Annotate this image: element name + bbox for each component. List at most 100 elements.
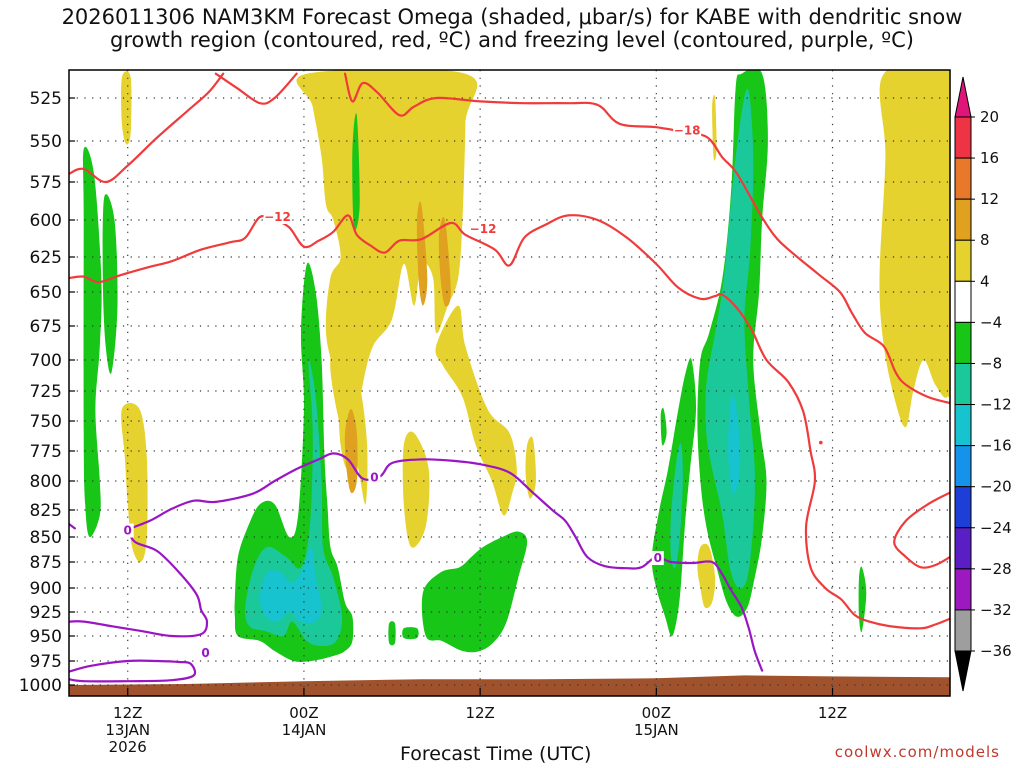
contour-labels: −18 −12 −12 0 0 0 0 xyxy=(121,123,702,660)
colorbar-label-2: 12 xyxy=(980,190,999,208)
omega-region-14 xyxy=(82,146,102,538)
contour-lines xyxy=(69,72,950,683)
omega-region-16 xyxy=(352,113,360,231)
colorbar-over-arrow xyxy=(954,76,972,118)
colorbar-bin-9 xyxy=(954,486,972,529)
omega-region-13 xyxy=(438,216,451,307)
x-tick-label-54-0: 12Z xyxy=(818,704,847,722)
contour-label-0-2: −12 xyxy=(470,222,497,236)
contour-label-bg-1-1 xyxy=(368,470,381,485)
contour-0-4 xyxy=(893,491,950,569)
omega-region-20 xyxy=(402,627,419,640)
colorbar-label-0: 20 xyxy=(980,108,999,126)
omega-region-9 xyxy=(879,70,950,428)
omega-region-15 xyxy=(102,194,118,374)
colorbar-under-arrow xyxy=(954,650,972,692)
y-tick-label-675: 675 xyxy=(30,317,62,337)
colorbar-bin-8 xyxy=(954,445,972,488)
plot-frame xyxy=(68,69,951,697)
grid-lines xyxy=(69,70,950,696)
y-tick-label-975: 975 xyxy=(30,652,62,672)
omega-region-19 xyxy=(388,621,396,646)
terrain-fill xyxy=(69,675,950,696)
title-line-2: growth region (contoured, red, ºC) and f… xyxy=(110,28,914,52)
contour-label-bg-0-1 xyxy=(263,209,292,224)
colorbar-bin-0 xyxy=(954,116,972,159)
x-tick-label-42-0: 00Z xyxy=(642,704,671,722)
y-tick-label-600: 600 xyxy=(30,211,62,231)
contour-label-bg-1-3 xyxy=(199,646,212,660)
omega-region-30 xyxy=(728,394,741,494)
colorbar-label-11: −28 xyxy=(980,560,1012,578)
y-tick-label-925: 925 xyxy=(30,603,62,623)
contour-label-0-0: −18 xyxy=(674,124,701,138)
y-tick-label-725: 725 xyxy=(30,382,62,402)
omega-region-12 xyxy=(416,201,428,306)
y-tick-label-525: 525 xyxy=(30,89,62,109)
y-tick-label-900: 900 xyxy=(30,579,62,599)
y-tick-label-750: 750 xyxy=(30,412,62,432)
y-tick-label-825: 825 xyxy=(30,501,62,521)
colorbar-label-10: −24 xyxy=(980,519,1012,537)
colorbar-bin-4 xyxy=(954,280,972,323)
y-tick-label-1000: 1000 xyxy=(19,676,62,696)
y-tick-label-950: 950 xyxy=(30,627,62,647)
omega-region-4 xyxy=(402,431,430,548)
colorbar: 20 16 12 8 4 −4 −8 −12 −16 −20 −24 −28 −32 −36 xyxy=(954,76,1012,692)
colorbar-bin-3 xyxy=(954,239,972,282)
contour-label-1-3: 0 xyxy=(201,646,209,660)
omega-region-28 xyxy=(705,88,755,589)
contour-label-0-1: −12 xyxy=(264,210,291,224)
terrain-surface xyxy=(69,675,950,696)
colorbar-bin-7 xyxy=(954,404,972,447)
omega-region-21 xyxy=(437,609,452,639)
contour-label-1-1: 0 xyxy=(370,470,378,484)
x-tick-label-18-0: 00Z xyxy=(289,704,318,722)
chart-title: 2026011306 NAM3KM Forecast Omega (shaded… xyxy=(0,6,1024,52)
contour-0-0 xyxy=(69,72,225,184)
colorbar-label-12: −32 xyxy=(980,601,1012,619)
x-tick-label-6-2: 2026 xyxy=(109,738,147,756)
colorbar-label-6: −8 xyxy=(980,354,1002,372)
omega-region-10 xyxy=(712,94,717,161)
y-tick-label-800: 800 xyxy=(30,472,62,492)
omega-region-25 xyxy=(858,566,867,633)
contour-1-1 xyxy=(126,452,764,672)
colorbar-bin-2 xyxy=(954,198,972,241)
x-tick-label-18-1: 14JAN xyxy=(282,721,327,739)
colorbar-bin-10 xyxy=(954,527,972,570)
y-tick-label-775: 775 xyxy=(30,442,62,462)
omega-region-18 xyxy=(421,531,528,653)
omega-region-6 xyxy=(525,436,536,499)
omega-region-29 xyxy=(259,546,322,624)
omega-region-27 xyxy=(670,443,683,569)
y-tick-label-650: 650 xyxy=(30,283,62,303)
colorbar-label-13: −36 xyxy=(980,642,1012,660)
omega-shading xyxy=(82,70,950,662)
y-axis: 525 550 575 600 625 650 675 700 725 750 775 800 825 8… xyxy=(19,89,75,696)
contour-label-bg-0-2 xyxy=(469,221,498,236)
credit-link[interactable]: coolwx.com/models xyxy=(834,743,1000,761)
colorbar-bin-1 xyxy=(954,157,972,200)
contour-0-2 xyxy=(343,72,950,405)
omega-region-11 xyxy=(344,409,358,494)
colorbar-bin-12 xyxy=(954,609,972,652)
omega-region-22 xyxy=(660,407,667,446)
contour-dot-0 xyxy=(818,440,823,445)
contour-label-bg-0-0 xyxy=(673,123,702,138)
contour-label-1-2: 0 xyxy=(654,551,662,565)
colorbar-label-8: −16 xyxy=(980,437,1012,455)
contour-1-3 xyxy=(69,659,197,683)
colorbar-label-5: −4 xyxy=(980,313,1002,331)
y-tick-label-550: 550 xyxy=(30,132,62,152)
y-tick-label-625: 625 xyxy=(30,248,62,268)
y-tick-label-575: 575 xyxy=(30,173,62,193)
contour-1-2 xyxy=(69,528,209,638)
contour-label-1-0: 0 xyxy=(124,524,132,538)
contour-label-bg-1-0 xyxy=(121,523,134,538)
x-tick-label-30-0: 12Z xyxy=(465,704,494,722)
colorbar-label-4: 4 xyxy=(980,272,990,290)
colorbar-label-9: −20 xyxy=(980,478,1012,496)
omega-region-1 xyxy=(296,70,478,470)
